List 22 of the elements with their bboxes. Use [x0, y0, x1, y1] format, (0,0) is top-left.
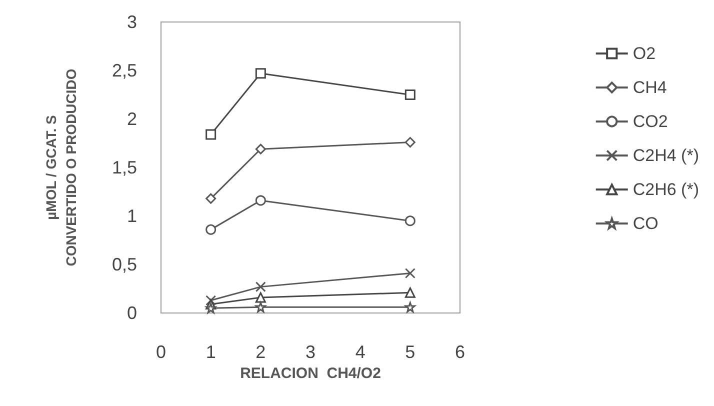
x-tick-label: 2: [256, 342, 266, 362]
x-tick-label: 3: [305, 342, 316, 362]
x-tick-label: 1: [206, 342, 216, 362]
legend-label: O2: [632, 44, 656, 63]
legend-label: CO: [632, 214, 658, 233]
y-axis-title: µMOL / GCAT. S CONVERTIDO O PRODUCIDO: [43, 68, 79, 266]
legend-label: C2H6 (*): [632, 180, 699, 199]
y-tick-label: 0: [126, 303, 137, 323]
legend-label: CO2: [632, 112, 668, 131]
x-tick-label: 4: [355, 342, 366, 362]
x-tick-label: 5: [405, 342, 416, 362]
y-tick-label: 2: [126, 109, 137, 129]
x-axis-title: RELACION CH4/O2: [240, 364, 381, 382]
legend-label: CH4: [632, 78, 667, 97]
y-tick-label: 1: [126, 206, 137, 226]
y-tick-label: 3: [126, 12, 137, 32]
x-tick-label: 0: [156, 342, 166, 362]
x-tick-label: 6: [454, 342, 466, 362]
y-tick-label: 1,5: [112, 158, 137, 178]
y-tick-label: 2,5: [112, 60, 137, 80]
legend-label: C2H4 (*): [632, 146, 699, 165]
y-tick-label: 0,5: [112, 254, 137, 274]
